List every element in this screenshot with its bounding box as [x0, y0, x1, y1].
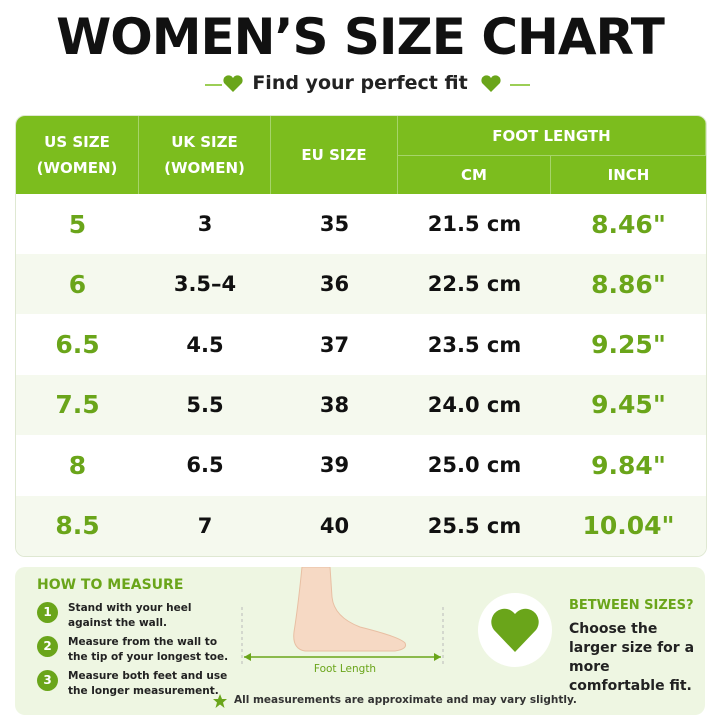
table-row: 7.5 5.5 38 24.0 cm 9.45" — [16, 374, 706, 435]
table-row: 5 3 35 21.5 cm 8.46" — [16, 194, 706, 254]
table-cell: 3 — [197, 212, 213, 236]
table-cell: 9.25" — [591, 330, 666, 360]
table-cell: 24.0 cm — [427, 392, 522, 417]
title: WOMEN’S SIZE CHART — [56, 8, 665, 66]
header-cell: FOOT LENGTH — [398, 116, 706, 156]
table-cell: 6.5 — [55, 330, 100, 360]
table-cell: 8.86" — [591, 269, 666, 299]
diagram-label: Foot Length — [313, 663, 377, 675]
table-cell: 25.5 cm — [427, 513, 522, 538]
step-number: 1 — [37, 602, 58, 623]
table-cell: 10.04" — [582, 511, 675, 540]
table-cell: 9.84" — [591, 450, 666, 480]
how-to-title: HOW TO MEASURE — [37, 577, 184, 593]
table-row: 6.5 4.5 37 23.5 cm 9.25" — [16, 314, 706, 375]
step-number: 3 — [37, 670, 58, 691]
header-cell: US SIZE (WOMEN) — [16, 116, 139, 194]
header-line: (WOMEN) — [36, 159, 118, 177]
table-cell: 39 — [319, 453, 350, 478]
table-cell: 25.0 cm — [427, 453, 522, 478]
subtitle-decor — [205, 75, 530, 92]
header-cell: EU SIZE — [271, 116, 398, 194]
table-cell: 4.5 — [186, 332, 224, 357]
table-cell: 5.5 — [186, 392, 224, 417]
table-cell: 23.5 cm — [427, 332, 522, 357]
footnote: All measurements are approximate and may… — [234, 694, 577, 706]
header-cell: CM — [398, 156, 551, 194]
heart-icon — [478, 593, 552, 667]
step-number: 2 — [37, 636, 58, 657]
table-cell: 7 — [197, 513, 213, 538]
table-cell: 37 — [319, 332, 350, 357]
header-cell: INCH — [551, 156, 706, 194]
table-cell: 3.5–4 — [173, 272, 237, 297]
step-text: Stand with your heel against the wall. — [68, 602, 192, 629]
size-table: US SIZE (WOMEN) UK SIZE (WOMEN) EU SIZE FOOT … — [15, 115, 707, 557]
table-row: 8.5 7 40 25.5 cm 10.04" — [16, 495, 706, 556]
table-cell: 6.5 — [186, 453, 224, 478]
table-cell: 9.45" — [591, 390, 666, 420]
subtitle: Find your perfect fit — [252, 72, 468, 94]
between-sizes-title: BETWEEN SIZES? — [569, 598, 694, 613]
table-cell: 35 — [319, 212, 350, 236]
step-text: Measure both feet and use the longer mea… — [68, 670, 228, 697]
table-cell: 21.5 cm — [427, 212, 522, 236]
table-cell: 8 — [68, 450, 87, 480]
header-cell: UK SIZE (WOMEN) — [139, 116, 271, 194]
between-sizes-text: Choose the larger size for a more comfor… — [569, 621, 695, 694]
header-line: UK SIZE — [171, 133, 238, 151]
foot-diagram — [241, 567, 444, 667]
table-cell: 8.46" — [591, 209, 666, 239]
table-cell: 8.5 — [55, 511, 100, 540]
table-cell: 7.5 — [55, 390, 100, 420]
table-cell: 22.5 cm — [427, 272, 522, 297]
star-icon — [213, 694, 227, 708]
table-cell: 6 — [68, 269, 87, 299]
step-text: Measure from the wall to the tip of your… — [68, 636, 229, 663]
table-cell: 38 — [319, 392, 350, 417]
table-cell: 40 — [319, 513, 350, 538]
header-line: (WOMEN) — [164, 159, 245, 177]
table-cell: 5 — [68, 209, 87, 239]
table-cell: 36 — [319, 272, 350, 297]
table-row: 8 6.5 39 25.0 cm 9.84" — [16, 435, 706, 496]
table-row: 6 3.5–4 36 22.5 cm 8.86" — [16, 254, 706, 315]
header-line: US SIZE — [44, 133, 110, 151]
